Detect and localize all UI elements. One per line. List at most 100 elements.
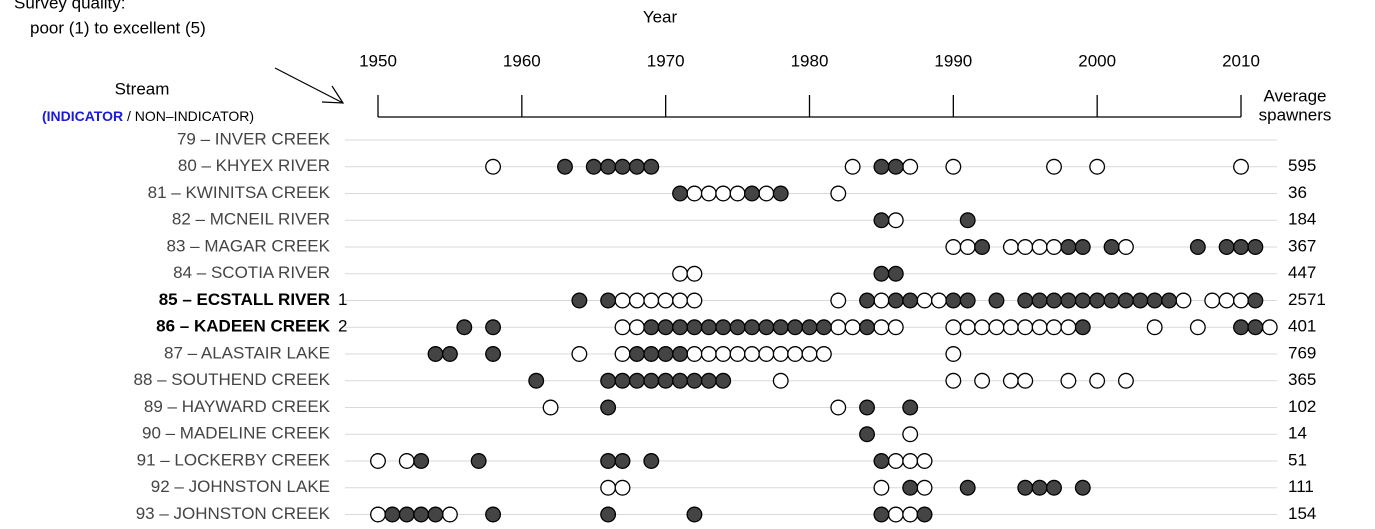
open-dot (772, 346, 789, 362)
filled-dot (600, 292, 617, 309)
stream-label: 80 – KHYEX RIVER (178, 156, 330, 175)
filled-dot (772, 319, 789, 336)
open-dot (1218, 292, 1235, 309)
open-dot (1017, 239, 1034, 255)
open-dot (902, 453, 919, 469)
open-dot (830, 185, 847, 202)
open-dot (657, 292, 674, 309)
filled-dot (988, 292, 1005, 309)
open-dot (873, 479, 890, 496)
open-dot (902, 506, 919, 523)
filled-dot (1146, 292, 1163, 309)
open-dot (945, 346, 962, 362)
filled-dot (744, 185, 760, 202)
open-dot (1031, 319, 1048, 336)
open-dot (700, 346, 717, 362)
stream-label: 88 – SOUTHEND CREEK (134, 370, 331, 389)
open-dot (1046, 319, 1062, 336)
open-dot (887, 506, 904, 523)
open-dot (959, 319, 976, 336)
filled-dot (413, 506, 430, 523)
open-dot (600, 479, 617, 496)
open-dot (628, 319, 645, 336)
open-dot (758, 185, 775, 202)
filled-dot (902, 479, 919, 496)
filled-dot (1046, 479, 1062, 496)
open-dot (1060, 372, 1077, 389)
filled-dot (758, 319, 775, 336)
filled-dot (1117, 292, 1134, 309)
filled-dot (1074, 479, 1091, 496)
filled-dot (873, 212, 890, 229)
average-value: 154 (1288, 504, 1316, 523)
open-dot (873, 319, 890, 336)
open-dot (672, 292, 689, 309)
average-value: 111 (1288, 477, 1314, 496)
open-dot (815, 346, 832, 362)
filled-dot (614, 158, 631, 175)
filled-dot (470, 453, 487, 469)
filled-dot (1233, 319, 1249, 336)
open-dot (1046, 239, 1062, 255)
open-dot (830, 399, 847, 416)
open-dot (787, 346, 804, 362)
open-dot (686, 185, 703, 202)
open-dot (1002, 372, 1019, 389)
average-value: 447 (1288, 263, 1316, 282)
filled-dot (1017, 479, 1034, 496)
filled-dot (873, 453, 890, 469)
filled-dot (672, 185, 689, 202)
open-dot (628, 292, 645, 309)
open-dot (1175, 292, 1192, 309)
filled-dot (1247, 239, 1264, 255)
open-dot (772, 372, 789, 389)
open-dot (830, 292, 847, 309)
open-dot (1017, 319, 1034, 336)
filled-dot (456, 319, 473, 336)
stream-label: 84 – SCOTIA RIVER (173, 263, 330, 282)
filled-dot (643, 319, 660, 336)
open-dot (887, 212, 904, 229)
x-tick-label: 2000 (1078, 51, 1116, 70)
open-dot (945, 239, 962, 255)
open-dot (715, 346, 732, 362)
filled-dot (945, 292, 962, 309)
open-dot (1002, 239, 1019, 255)
filled-dot (959, 212, 976, 229)
open-dot (441, 506, 458, 523)
legend-indicator: INDICATOR (47, 108, 123, 124)
filled-dot (1089, 292, 1106, 309)
filled-dot (413, 453, 430, 469)
filled-dot (1031, 292, 1048, 309)
open-dot (916, 453, 933, 469)
open-dot (801, 346, 818, 362)
filled-dot (628, 372, 645, 389)
average-value: 102 (1288, 397, 1316, 416)
filled-dot (1233, 239, 1249, 255)
x-tick-label: 1950 (359, 51, 397, 70)
x-tick-label: 1960 (503, 51, 541, 70)
filled-dot (902, 399, 919, 416)
open-dot (1002, 319, 1019, 336)
open-dot (672, 265, 689, 282)
filled-dot (1074, 319, 1091, 336)
filled-dot (686, 506, 703, 523)
filled-dot (672, 319, 689, 336)
open-dot (614, 319, 631, 336)
open-dot (1204, 292, 1221, 309)
filled-dot (1247, 319, 1264, 336)
open-dot (758, 346, 775, 362)
open-dot (974, 372, 991, 389)
filled-dot (873, 506, 890, 523)
stream-label: 87 – ALASTAIR LAKE (164, 343, 330, 362)
open-dot (729, 346, 746, 362)
open-dot (571, 346, 588, 362)
filled-dot (1060, 292, 1077, 309)
filled-dot (427, 346, 444, 362)
open-dot (1117, 372, 1134, 389)
stream-label: 91 – LOCKERBY CREEK (137, 450, 331, 469)
open-dot (398, 453, 415, 469)
annotation: Survey quality: (14, 0, 126, 12)
filled-dot (398, 506, 415, 523)
